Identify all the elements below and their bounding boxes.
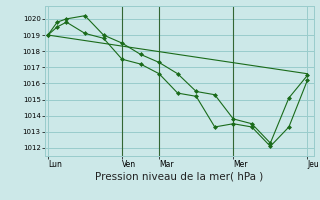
X-axis label: Pression niveau de la mer( hPa ): Pression niveau de la mer( hPa ) (95, 172, 263, 182)
